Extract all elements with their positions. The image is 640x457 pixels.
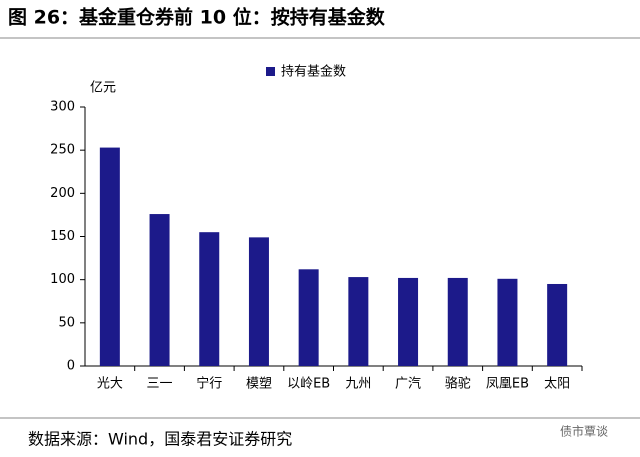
x-tick-label: 太阳 [544,377,570,392]
bar [298,269,319,366]
y-tick-label: 0 [67,359,75,374]
bar [348,277,369,366]
x-tick-label: 骆驼 [445,376,471,392]
source-note: 数据来源：Wind，国泰君安证券研究 [28,430,292,449]
y-tick-label: 50 [58,315,75,330]
chart-title: 图 26：基金重仓券前 10 位：按持有基金数 [8,6,386,29]
watermark: 债市覃谈 [560,424,608,439]
x-tick-label: 模塑 [246,377,272,392]
x-tick-label: 九州 [345,377,371,392]
bar [547,283,568,366]
y-axis-label: 亿元 [90,81,116,96]
bar [497,278,518,366]
legend-swatch [266,67,275,76]
y-tick-label: 250 [50,143,75,158]
bar [199,232,220,366]
x-tick-label: 广汽 [395,377,421,392]
x-tick-label: 三一 [147,377,173,392]
y-tick-label: 100 [50,272,75,287]
bar [99,147,120,366]
x-tick-label: 宁行 [196,376,222,392]
legend-label: 持有基金数 [281,64,346,80]
bar [248,237,269,366]
bar [447,277,468,366]
y-tick-label: 150 [50,229,75,244]
y-tick-label: 300 [50,100,75,115]
y-tick-label: 200 [50,186,75,201]
bar [398,277,419,366]
x-tick-label: 光大 [97,377,123,392]
x-tick-label: 凤凰EB [486,377,529,392]
bar [149,214,170,366]
x-tick-label: 以岭EB [287,377,330,392]
